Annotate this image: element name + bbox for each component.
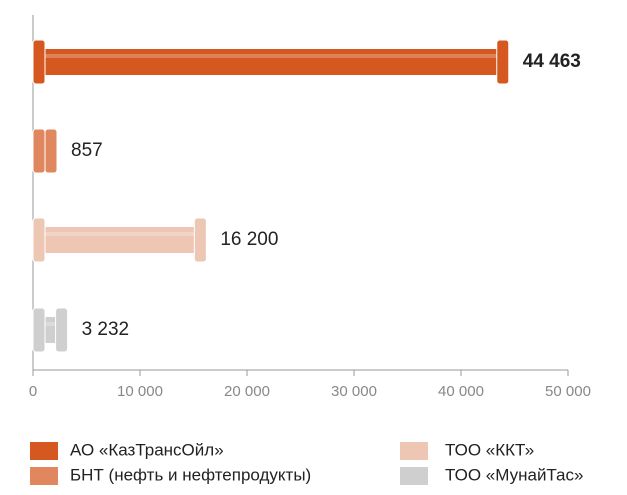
bar <box>32 217 207 263</box>
flange <box>193 217 207 263</box>
value-label: 3 232 <box>82 319 130 340</box>
legend-label: ТОО «МунайТас» <box>445 465 583 484</box>
legend-swatch <box>30 467 58 485</box>
flange <box>32 128 46 174</box>
value-label: 16 200 <box>220 229 278 250</box>
legend-label: БНТ (нефть и нефтепродукты) <box>70 465 311 484</box>
bar <box>32 128 58 174</box>
pipe-body <box>45 49 497 75</box>
legend-swatch <box>30 442 58 460</box>
x-tick-label: 40 000 <box>438 383 484 400</box>
pipe-highlight <box>45 322 56 326</box>
value-label: 857 <box>71 140 103 161</box>
flange <box>32 307 46 353</box>
flange <box>496 39 510 85</box>
legend-swatch <box>400 467 428 485</box>
x-tick-label: 50 000 <box>545 383 591 400</box>
flange <box>44 128 58 174</box>
flange <box>32 217 46 263</box>
bar <box>32 307 69 353</box>
flange <box>55 307 69 353</box>
x-tick-label: 20 000 <box>224 383 270 400</box>
x-tick-label: 30 000 <box>331 383 377 400</box>
legend-swatch <box>400 442 428 460</box>
legend-label: ТОО «ККТ» <box>445 440 534 459</box>
pipe-highlight <box>45 54 497 58</box>
pipe-body <box>45 317 56 343</box>
legend-label: АО «КазТрансОйл» <box>70 440 224 459</box>
flange <box>32 39 46 85</box>
x-tick-label: 0 <box>29 383 37 400</box>
value-label: 44 463 <box>523 51 581 72</box>
pipe-body <box>45 227 195 253</box>
pipe-highlight <box>45 232 195 236</box>
x-tick-label: 10 000 <box>117 383 163 400</box>
bar <box>32 39 510 85</box>
